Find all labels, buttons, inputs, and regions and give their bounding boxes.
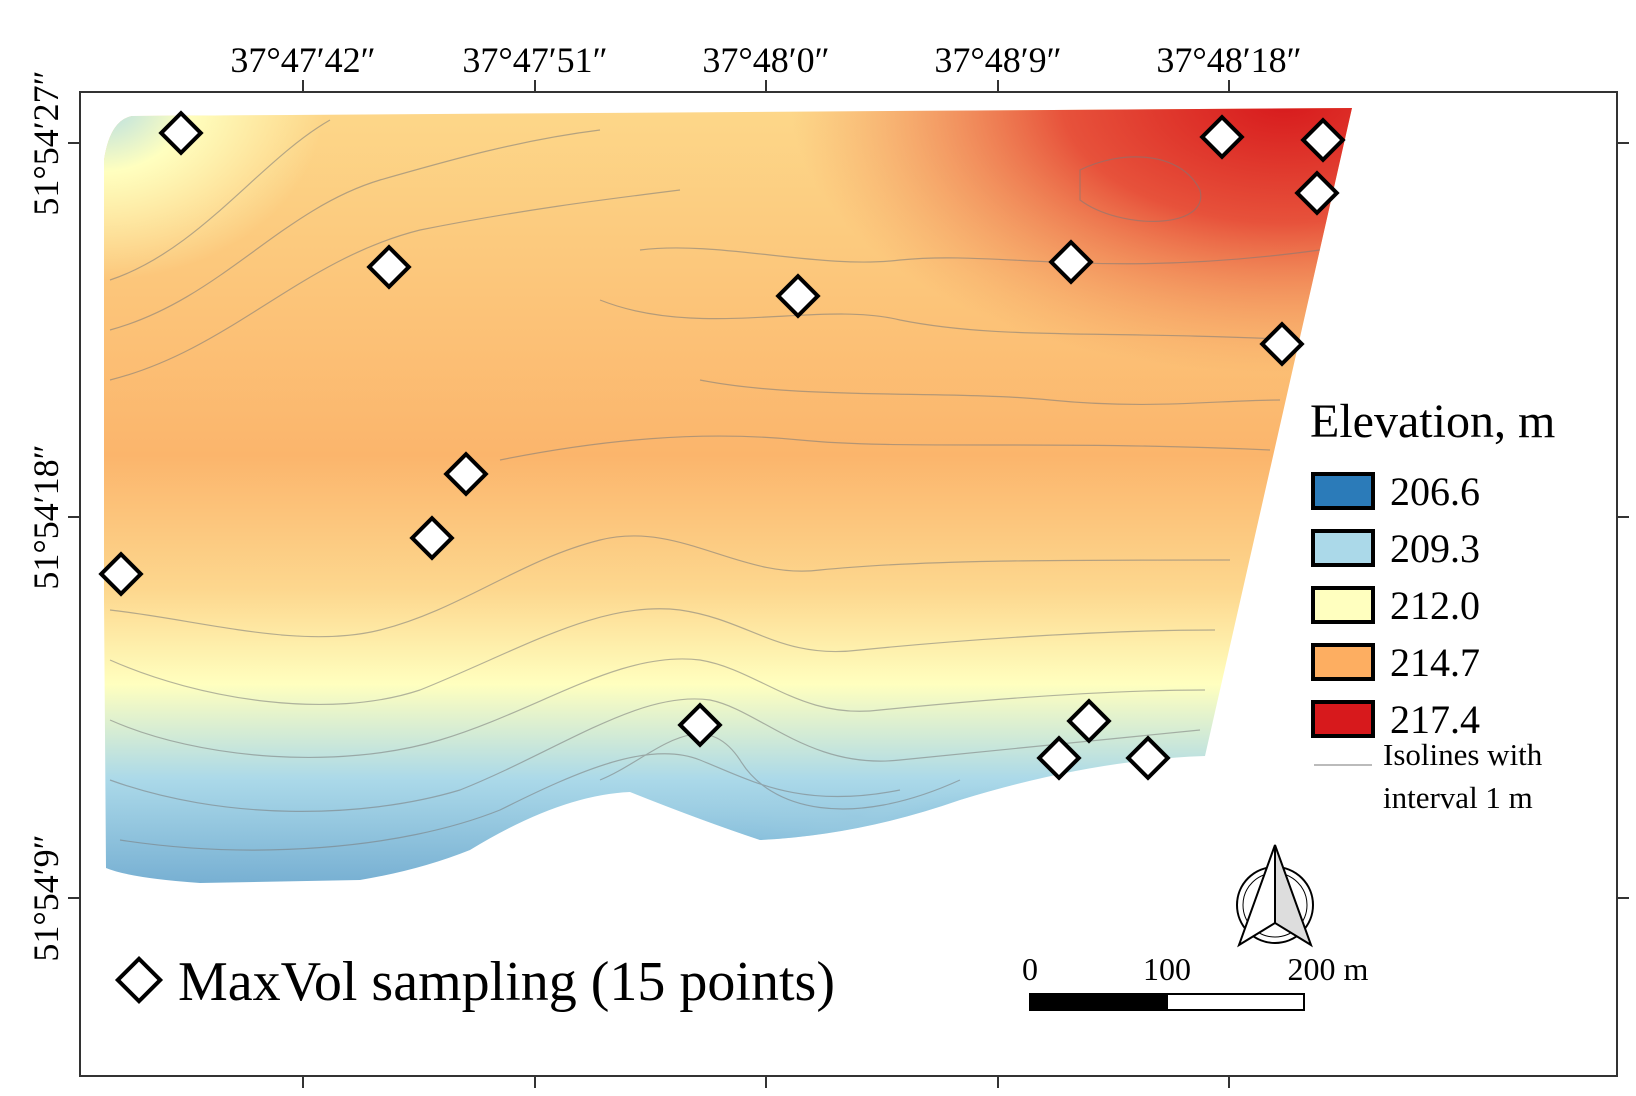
- legend-title: Elevation, m: [1310, 395, 1555, 448]
- sampling-point-marker: [1125, 735, 1171, 781]
- scale-label-100: 100: [1143, 951, 1191, 987]
- legend-swatch: [1311, 586, 1375, 624]
- isolines-legend-line2: interval 1 m: [1383, 780, 1533, 815]
- sampling-point-marker: [677, 702, 723, 748]
- lon-tick-2: 37°47′51″: [462, 40, 607, 80]
- legend-swatch: [1311, 472, 1375, 510]
- legend-label: 217.4: [1390, 697, 1480, 742]
- sampling-point-marker: [409, 515, 455, 561]
- lat-tick-1: 51°54′27″: [26, 70, 66, 215]
- legend-label: 206.6: [1390, 469, 1480, 514]
- scale-label-200: 200 m: [1288, 951, 1369, 987]
- legend-label: 214.7: [1390, 640, 1480, 685]
- north-arrow-icon: [1236, 844, 1314, 948]
- legend-label: 209.3: [1390, 526, 1480, 571]
- sampling-point-marker: [1066, 698, 1112, 744]
- lat-tick-3: 51°54′9″: [26, 834, 66, 961]
- scale-bar: 0 100 200 m: [1022, 951, 1369, 1011]
- legend-swatch: [1311, 700, 1375, 738]
- sampling-legend-label: MaxVol sampling (15 points): [178, 951, 835, 1013]
- isolines-legend-line1: Isolines with: [1383, 737, 1543, 772]
- isolines: [109, 119, 1321, 851]
- lat-tick-2: 51°54′18″: [26, 444, 66, 589]
- sampling-points: [98, 110, 1346, 781]
- lon-tick-1: 37°47′42″: [230, 40, 375, 80]
- sampling-point-marker: [1036, 735, 1082, 781]
- legend-items: 206.6 209.3 212.0 214.7 217.4: [1311, 469, 1480, 742]
- map-frame: [79, 91, 1618, 1077]
- sampling-point-marker: [366, 244, 412, 290]
- legend-swatch: [1311, 529, 1375, 567]
- sampling-legend: MaxVol sampling (15 points): [114, 951, 835, 1013]
- sampling-point-marker: [158, 110, 204, 156]
- lon-tick-5: 37°48′18″: [1156, 40, 1301, 80]
- elevation-surface: [104, 108, 1352, 883]
- lon-tick-3: 37°48′0″: [702, 40, 829, 80]
- sampling-point-marker: [775, 273, 821, 319]
- sampling-point-marker: [98, 551, 144, 597]
- sampling-legend-icon: [114, 955, 164, 1005]
- legend-label: 212.0: [1390, 583, 1480, 628]
- sampling-point-marker: [1259, 321, 1305, 367]
- sampling-point-marker: [1294, 170, 1340, 216]
- sampling-point-marker: [443, 451, 489, 497]
- tick-marks: [68, 80, 1629, 1088]
- sampling-point-marker: [1300, 117, 1346, 163]
- sampling-point-marker: [1199, 114, 1245, 160]
- legend-swatch: [1311, 643, 1375, 681]
- lon-tick-4: 37°48′9″: [934, 40, 1061, 80]
- sampling-point-marker: [1048, 239, 1094, 285]
- scale-label-0: 0: [1022, 951, 1038, 987]
